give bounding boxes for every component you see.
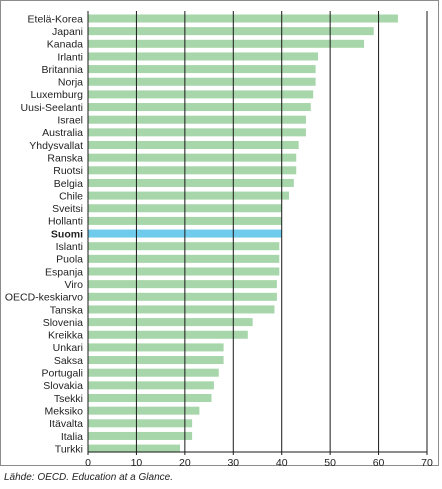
bar — [88, 65, 316, 74]
bar — [88, 305, 275, 314]
category-label: Meksiko — [44, 405, 83, 417]
category-label: Irlanti — [57, 51, 83, 63]
category-label: Belgia — [54, 178, 83, 190]
bar — [88, 444, 181, 453]
category-label: Portugali — [42, 368, 83, 380]
category-label: Hollanti — [48, 216, 83, 228]
category-label: Australia — [42, 127, 83, 139]
category-label: Islanti — [56, 241, 83, 253]
category-label: Israel — [57, 115, 83, 127]
bar — [88, 356, 224, 365]
bar — [88, 406, 200, 415]
bar — [88, 381, 214, 390]
category-label: Italia — [61, 431, 83, 443]
bar — [88, 318, 253, 327]
category-label: Suomi — [51, 228, 83, 240]
category-label: Tanska — [50, 304, 83, 316]
category-label: Unkari — [53, 342, 83, 354]
chart-frame: Etelä-Korea Japani Kanada Irlanti Britannia N… — [0, 0, 439, 467]
category-label: Yhdysvallat — [29, 140, 83, 152]
category-label: Sveitsi — [52, 203, 83, 215]
x-tick-label: 10 — [131, 457, 143, 467]
source-note: Lähde: OECD. Education at a Glance. — [4, 472, 173, 483]
x-tick-label: 70 — [421, 457, 433, 467]
bar — [88, 431, 193, 440]
bar — [88, 52, 319, 61]
bar — [88, 368, 219, 377]
category-label: Ruotsi — [53, 165, 83, 177]
bar — [88, 292, 277, 301]
bar — [88, 178, 294, 187]
x-tick-label: 30 — [227, 457, 239, 467]
bar — [88, 330, 248, 339]
category-label: Japani — [52, 26, 83, 38]
bar — [88, 254, 280, 263]
category-label: Chile — [59, 190, 83, 202]
bar — [88, 103, 311, 112]
bar — [88, 128, 306, 137]
bar — [88, 90, 314, 99]
bar — [88, 166, 297, 175]
x-tick-label: 40 — [276, 457, 288, 467]
category-label: Ranska — [47, 152, 83, 164]
category-label: Norja — [58, 77, 83, 89]
bar — [88, 280, 277, 289]
category-label: Slovenia — [43, 317, 83, 329]
category-label: Puola — [56, 254, 83, 266]
x-tick-label: 20 — [179, 457, 191, 467]
category-label: Luxemburg — [30, 89, 83, 101]
x-tick-label: 60 — [373, 457, 385, 467]
category-label: Kanada — [47, 39, 83, 51]
bar — [88, 115, 306, 124]
bar — [88, 153, 297, 162]
bar — [88, 394, 212, 402]
bar — [88, 343, 224, 352]
category-label: Viro — [65, 279, 84, 291]
bar — [88, 191, 289, 200]
bar — [88, 419, 193, 428]
bar — [88, 27, 374, 36]
bar — [88, 39, 365, 48]
x-tick-label: 50 — [324, 457, 336, 467]
category-label: Kreikka — [48, 330, 83, 342]
category-label: Saksa — [54, 355, 83, 367]
bar — [88, 267, 280, 276]
category-label: OECD-keskiarvo — [5, 292, 83, 304]
category-label: Tsekki — [54, 393, 83, 405]
category-label: Etelä-Korea — [28, 13, 84, 25]
category-label: Turkki — [55, 443, 83, 455]
category-label: Britannia — [42, 64, 84, 76]
category-label: Uusi-Seelanti — [21, 102, 83, 114]
bar — [88, 77, 316, 86]
bar — [88, 141, 299, 149]
x-tick-label: 0 — [85, 457, 91, 467]
category-label: Espanja — [45, 266, 83, 278]
bar-chart: Etelä-KoreaJapaniKanadaIrlantiBritanniaN… — [5, 11, 433, 467]
bar — [88, 242, 280, 251]
bar — [88, 14, 398, 23]
category-label: Itävalta — [49, 418, 83, 430]
category-label: Slovakia — [43, 380, 83, 392]
